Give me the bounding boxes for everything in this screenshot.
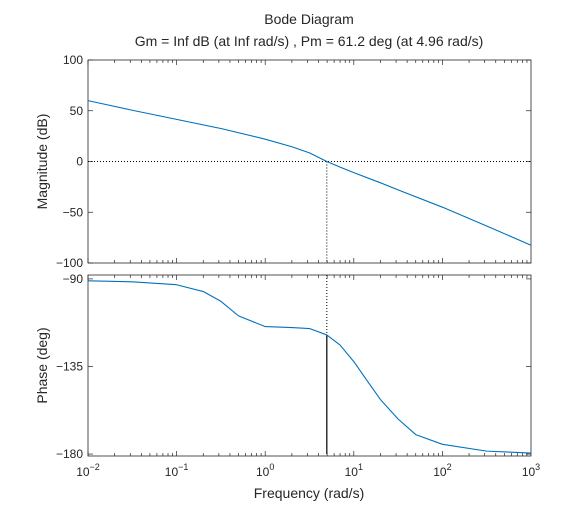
magnitude-panel: 100 50 0 −50 −100 Magnitude (dB): [34, 53, 532, 270]
phase-response-line: [87, 280, 532, 454]
x-tick-label: 101: [345, 462, 363, 479]
phase-panel: −90 −135 −180 Phase (deg): [34, 272, 532, 461]
chart-subtitle: Gm = Inf dB (at Inf rad/s) , Pm = 61.2 d…: [135, 33, 484, 49]
y-tick-label: −50: [63, 205, 84, 219]
phase-axes-box: [87, 274, 532, 457]
magnitude-response-line: [87, 100, 532, 246]
x-tick-label: 10−2: [76, 462, 100, 479]
x-tick-label: 102: [433, 462, 451, 479]
x-tick-label: 10−1: [165, 462, 189, 479]
frequency-tick-labels: 10−2 10−1 100 101 102 103: [76, 462, 540, 479]
phase-y-axis-label: Phase (deg): [34, 327, 50, 403]
magnitude-y-axis-label: Magnitude (dB): [34, 114, 50, 210]
y-tick-label: −135: [56, 359, 83, 373]
x-axis-label: Frequency (rad/s): [254, 485, 364, 501]
x-tick-label: 100: [256, 462, 274, 479]
x-tick-label: 103: [522, 462, 540, 479]
y-tick-label: −90: [63, 272, 84, 286]
y-tick-label: −100: [56, 256, 83, 270]
y-tick-label: 0: [76, 155, 83, 169]
chart-title: Bode Diagram: [264, 11, 354, 27]
y-tick-label: −180: [56, 447, 83, 461]
y-tick-label: 50: [70, 104, 84, 118]
y-tick-label: 100: [63, 53, 83, 67]
